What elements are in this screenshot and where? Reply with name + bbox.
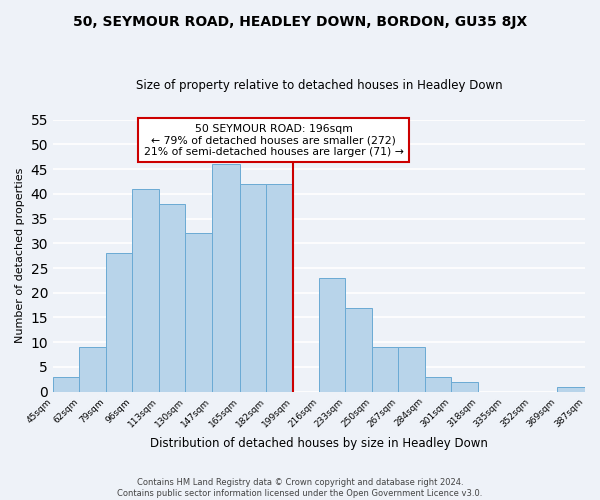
Text: Contains HM Land Registry data © Crown copyright and database right 2024.
Contai: Contains HM Land Registry data © Crown c… bbox=[118, 478, 482, 498]
Bar bbox=[398, 347, 425, 392]
Y-axis label: Number of detached properties: Number of detached properties bbox=[15, 168, 25, 344]
Bar bbox=[266, 184, 293, 392]
Text: 50, SEYMOUR ROAD, HEADLEY DOWN, BORDON, GU35 8JX: 50, SEYMOUR ROAD, HEADLEY DOWN, BORDON, … bbox=[73, 15, 527, 29]
Bar bbox=[159, 204, 185, 392]
Bar bbox=[133, 189, 159, 392]
Bar bbox=[106, 253, 133, 392]
Title: Size of property relative to detached houses in Headley Down: Size of property relative to detached ho… bbox=[136, 79, 502, 92]
Bar bbox=[212, 164, 239, 392]
Bar bbox=[451, 382, 478, 392]
Bar bbox=[557, 387, 585, 392]
Text: 50 SEYMOUR ROAD: 196sqm
← 79% of detached houses are smaller (272)
21% of semi-d: 50 SEYMOUR ROAD: 196sqm ← 79% of detache… bbox=[144, 124, 404, 157]
Bar bbox=[346, 308, 372, 392]
X-axis label: Distribution of detached houses by size in Headley Down: Distribution of detached houses by size … bbox=[150, 437, 488, 450]
Bar bbox=[79, 347, 106, 392]
Bar bbox=[372, 347, 398, 392]
Bar bbox=[53, 377, 79, 392]
Bar bbox=[425, 377, 451, 392]
Bar bbox=[239, 184, 266, 392]
Bar bbox=[185, 234, 212, 392]
Bar bbox=[319, 278, 346, 392]
